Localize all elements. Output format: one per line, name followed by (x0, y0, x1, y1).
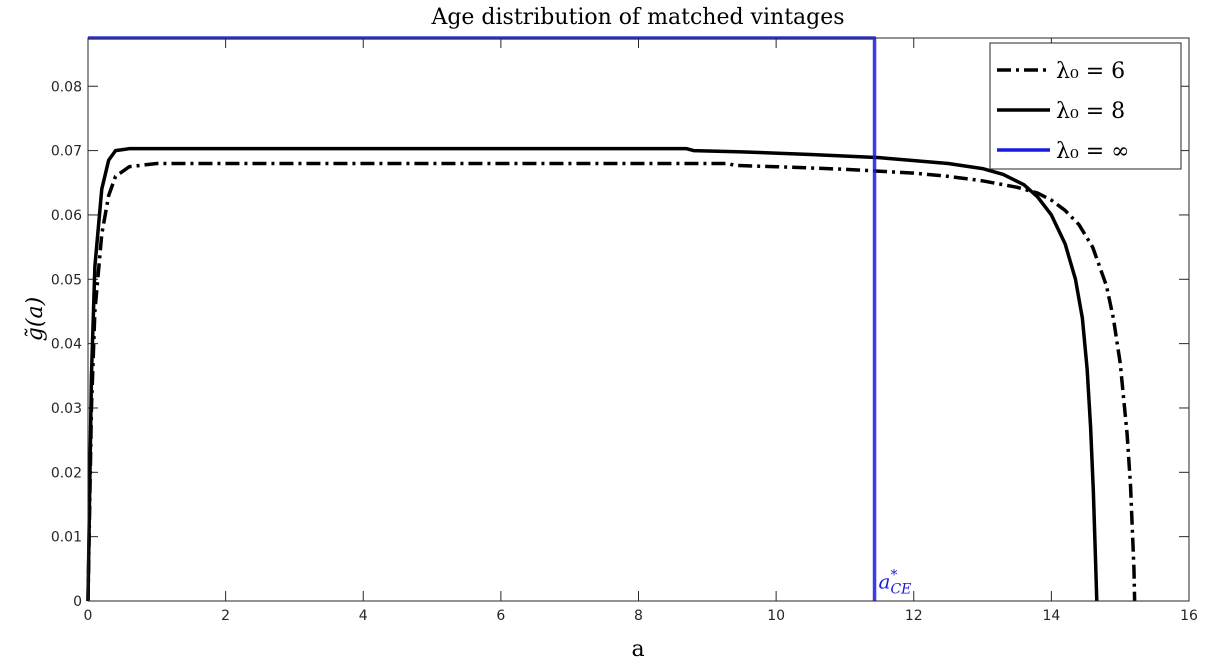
legend-label-3: λ₀ = ∞ (1056, 139, 1130, 164)
x-tick-label: 12 (905, 608, 923, 624)
y-tick-label: 0.01 (51, 530, 82, 546)
x-tick-label: 16 (1180, 608, 1198, 624)
x-tick-label: 4 (359, 608, 368, 624)
series-line-1 (86, 161, 1137, 602)
y-tick-label: 0.07 (51, 144, 82, 160)
x-axis-ticks: 0 2 4 6 8 10 12 14 16 (84, 38, 1198, 624)
x-tick-label: 0 (84, 608, 93, 624)
y-tick-label: 0.06 (51, 208, 82, 224)
y-tick-label: 0.02 (51, 465, 82, 481)
chart-title: Age distribution of matched vintages (430, 5, 844, 30)
x-tick-label: 10 (767, 608, 785, 624)
y-tick-label: 0.08 (51, 79, 82, 95)
series-line-2 (86, 146, 1099, 602)
y-tick-label: 0.05 (51, 272, 82, 288)
x-tick-label: 6 (496, 608, 505, 624)
legend-box (989, 42, 1182, 170)
x-tick-label: 2 (221, 608, 230, 624)
legend: λ₀ = 6 λ₀ = 8 λ₀ = ∞ (989, 42, 1182, 170)
plot-frame (87, 37, 1190, 602)
y-axis-label: g̃(a) (23, 297, 48, 341)
y-tick-label: 0.04 (51, 337, 82, 353)
y-tick-label: 0 (73, 594, 82, 610)
annotation-a-ce: a* CE (879, 568, 912, 598)
y-tick-label: 0.03 (51, 401, 82, 417)
y-axis-ticks: 0 0.01 0.02 0.03 0.04 0.05 0.06 0.07 0.08 (51, 79, 1189, 610)
x-tick-label: 8 (634, 608, 643, 624)
legend-label-1: λ₀ = 6 (1056, 59, 1125, 84)
x-axis-label: a (631, 637, 644, 662)
annotation-layer: a* CE (879, 568, 912, 598)
legend-label-2: λ₀ = 8 (1056, 99, 1125, 124)
x-tick-label: 14 (1042, 608, 1060, 624)
